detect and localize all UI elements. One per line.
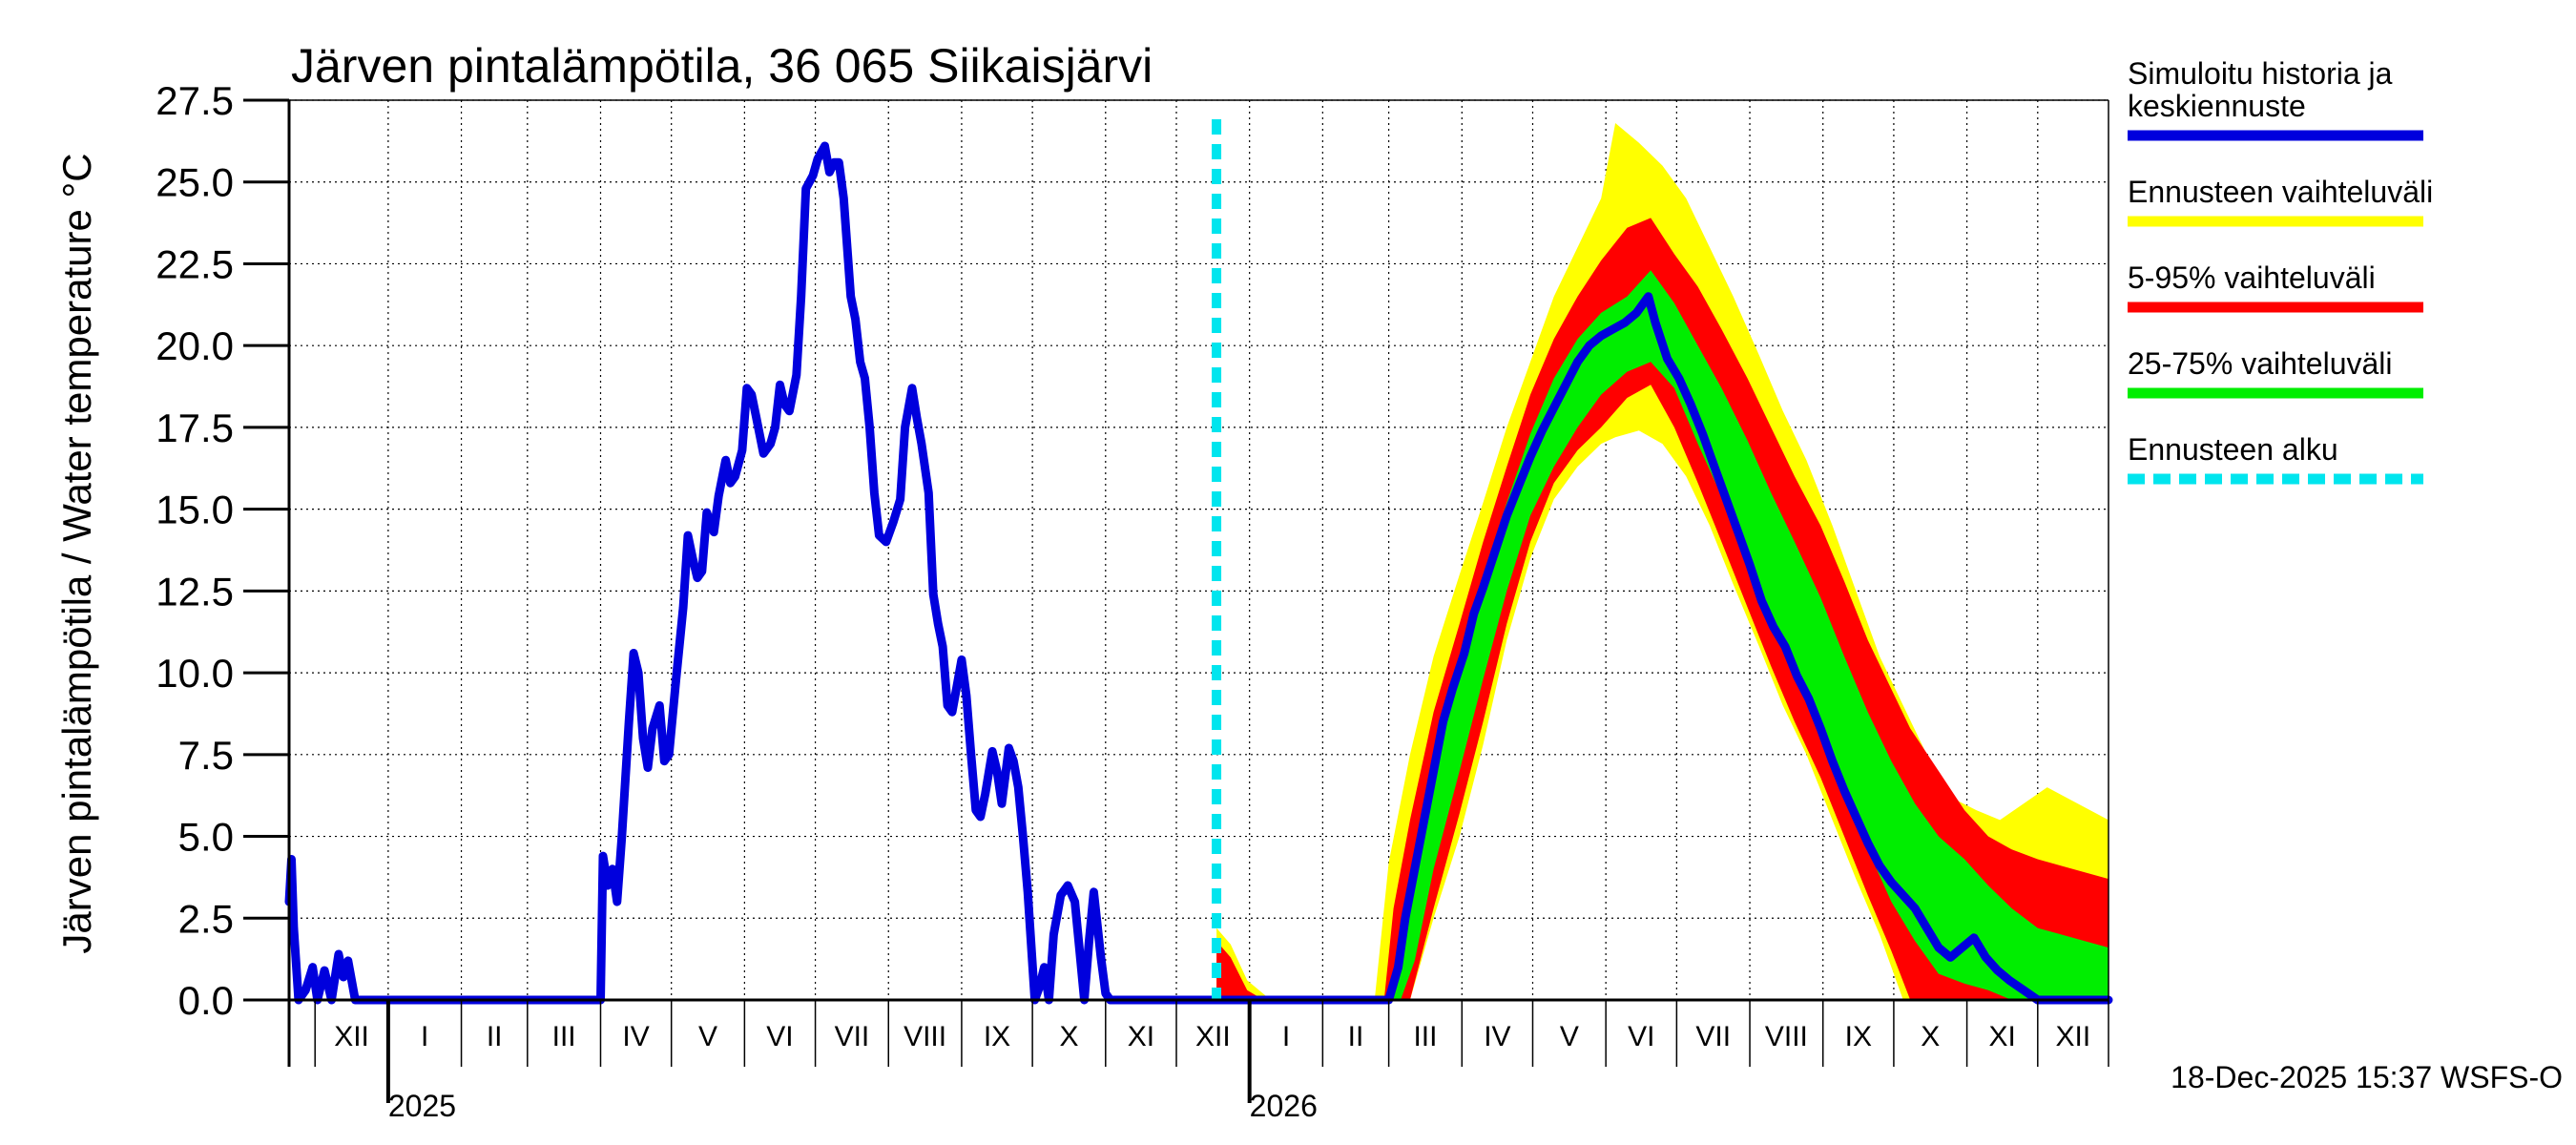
y-tick-label: 20.0: [156, 323, 234, 368]
month-label: XI: [1128, 1021, 1154, 1052]
legend-label: Ennusteen alku: [2128, 432, 2338, 467]
month-label: VII: [835, 1021, 870, 1052]
legend-label: keskiennuste: [2128, 89, 2306, 123]
month-label: XII: [1195, 1021, 1231, 1052]
chart-title: Järven pintalämpötila, 36 065 Siikaisjär…: [291, 39, 1153, 93]
y-tick-label: 15.0: [156, 488, 234, 532]
y-tick-label: 22.5: [156, 241, 234, 286]
month-label: XII: [2056, 1021, 2091, 1052]
month-label: VI: [766, 1021, 793, 1052]
month-label: X: [1921, 1021, 1940, 1052]
month-label: XI: [1989, 1021, 2016, 1052]
year-label: 2025: [388, 1089, 456, 1123]
y-tick-label: 27.5: [156, 78, 234, 123]
month-label: X: [1059, 1021, 1078, 1052]
y-axis-label: Järven pintalämpötila / Water temperatur…: [54, 153, 99, 953]
forecast-bands: [1216, 123, 2109, 1000]
month-label: V: [1560, 1021, 1579, 1052]
month-label: III: [1413, 1021, 1437, 1052]
plot-area: 0.0 2.5 5.0 7.5 10.0 12.5 15.0 17.5 20.0 22.5 25.0…: [156, 78, 2113, 1123]
legend-label: Ennusteen vaihteluväli: [2128, 175, 2433, 209]
y-tick-label: 25.0: [156, 160, 234, 205]
month-label: III: [552, 1021, 576, 1052]
y-tick-label: 17.5: [156, 406, 234, 450]
y-tick-label: 7.5: [178, 733, 234, 778]
month-label: II: [487, 1021, 503, 1052]
month-label: IX: [984, 1021, 1010, 1052]
axes: 0.0 2.5 5.0 7.5 10.0 12.5 15.0 17.5 20.0 22.5 25.0…: [156, 78, 2109, 1123]
timestamp-footer: 18-Dec-2025 15:37 WSFS-O: [2171, 1060, 2563, 1094]
legend-label: Simuloitu historia ja: [2128, 56, 2393, 91]
month-label: V: [698, 1021, 717, 1052]
month-label: IV: [622, 1021, 649, 1052]
series-lines: [284, 141, 2113, 1005]
month-label: IX: [1845, 1021, 1872, 1052]
y-tick-label: 12.5: [156, 569, 234, 614]
y-tick-label: 2.5: [178, 896, 234, 941]
legend-label: 25-75% vaihteluväli: [2128, 346, 2393, 381]
month-label: IV: [1484, 1021, 1510, 1052]
month-label: VIII: [904, 1021, 946, 1052]
month-label: II: [1348, 1021, 1364, 1052]
month-label: XII: [334, 1021, 369, 1052]
month-label: VIII: [1765, 1021, 1808, 1052]
year-label: 2026: [1250, 1089, 1318, 1123]
y-tick-label: 10.0: [156, 651, 234, 696]
month-label: I: [421, 1021, 428, 1052]
y-tick-label: 0.0: [178, 978, 234, 1023]
series-line-median: [284, 141, 2113, 1005]
month-label: I: [1282, 1021, 1290, 1052]
y-tick-label: 5.0: [178, 815, 234, 860]
month-label: VI: [1628, 1021, 1654, 1052]
legend-label: 5-95% vaihteluväli: [2128, 260, 2376, 295]
month-label: VII: [1695, 1021, 1731, 1052]
